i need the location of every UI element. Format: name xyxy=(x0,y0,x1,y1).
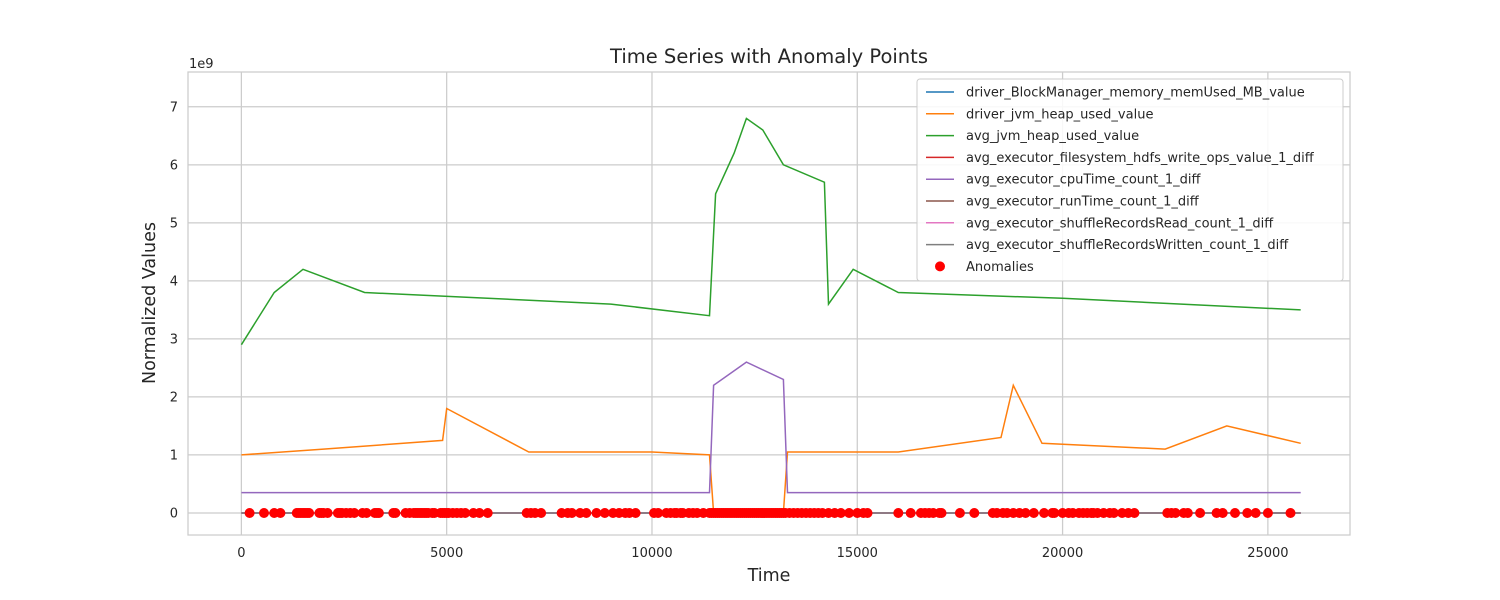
anomaly-point xyxy=(591,508,602,518)
legend: driver_BlockManager_memory_memUsed_MB_va… xyxy=(916,78,1344,282)
anomaly-point xyxy=(1170,508,1181,518)
anomaly-point xyxy=(244,508,255,518)
x-tick-label: 15000 xyxy=(837,546,878,561)
anomaly-point xyxy=(1262,508,1273,518)
anomaly-point xyxy=(969,508,980,518)
anomaly-point xyxy=(1020,508,1031,518)
legend-label: avg_jvm_heap_used_value xyxy=(966,129,1139,144)
anomaly-point xyxy=(1182,508,1193,518)
anomaly-point xyxy=(474,508,485,518)
anomaly-point xyxy=(862,508,873,518)
anomaly-point xyxy=(1230,508,1240,518)
anomaly-point xyxy=(1039,508,1050,518)
anomaly-point xyxy=(893,508,904,518)
anomaly-point xyxy=(630,508,641,518)
legend-label: driver_BlockManager_memory_memUsed_MB_va… xyxy=(966,86,1305,101)
x-tick-label: 0 xyxy=(237,546,245,561)
series-line-2 xyxy=(240,117,1301,346)
y-tick-label: 6 xyxy=(170,158,178,173)
anomaly-point xyxy=(599,508,610,518)
x-tick-label: 10000 xyxy=(631,546,672,561)
anomaly-point xyxy=(905,508,916,518)
y-tick-label: 4 xyxy=(170,274,178,289)
anomaly-point xyxy=(1250,508,1261,518)
anomaly-point xyxy=(322,508,333,518)
y-axis-label: Normalized Values xyxy=(140,222,160,384)
plot-frame xyxy=(187,71,1351,536)
chart-title: Time Series with Anomaly Points xyxy=(609,45,928,68)
anomaly-point xyxy=(1129,508,1140,518)
legend-label: avg_executor_runTime_count_1_diff xyxy=(966,195,1200,210)
y-tick-label: 2 xyxy=(170,390,178,405)
y-offset-label: 1e9 xyxy=(189,57,214,72)
x-tick-labels: 0 5000 10000 15000 20000 25000 xyxy=(237,546,1288,561)
anomaly-point xyxy=(1242,508,1253,518)
anomaly-point xyxy=(390,508,401,518)
anomaly-point xyxy=(460,508,471,518)
y-tick-labels: 0 1 2 3 4 5 6 7 xyxy=(170,100,178,521)
x-axis-label: Time xyxy=(747,566,791,586)
anomaly-point xyxy=(304,508,315,518)
anomaly-point xyxy=(1285,508,1296,518)
anomaly-point xyxy=(259,508,269,518)
x-tick-label: 20000 xyxy=(1042,546,1083,561)
legend-box xyxy=(916,78,1344,282)
anomaly-point xyxy=(581,508,592,518)
legend-label: avg_executor_cpuTime_count_1_diff xyxy=(966,173,1202,188)
anomaly-point xyxy=(1108,508,1119,518)
anomaly-point xyxy=(482,508,493,518)
anomaly-point xyxy=(536,508,547,518)
anomaly-layer xyxy=(244,508,1296,518)
anomaly-point xyxy=(653,508,664,518)
anomaly-point xyxy=(954,508,965,518)
anomaly-point xyxy=(566,508,577,518)
anomaly-point xyxy=(936,508,947,518)
y-tick-label: 0 xyxy=(170,506,178,521)
x-tick-label: 25000 xyxy=(1247,546,1288,561)
anomaly-point xyxy=(835,508,846,518)
anomaly-point xyxy=(1049,508,1060,518)
y-tick-label: 5 xyxy=(170,216,178,231)
anomaly-point xyxy=(844,508,855,518)
legend-label: avg_executor_shuffleRecordsWritten_count… xyxy=(966,238,1289,253)
y-tick-label: 1 xyxy=(170,448,178,463)
y-tick-label: 7 xyxy=(170,100,178,115)
legend-swatch-anomaly xyxy=(935,261,945,272)
anomaly-point xyxy=(275,508,286,518)
x-tick-label: 5000 xyxy=(430,546,463,561)
legend-label-anomaly: Anomalies xyxy=(966,260,1034,275)
anomaly-point xyxy=(349,508,360,518)
legend-label: avg_executor_shuffleRecordsRead_count_1_… xyxy=(966,216,1274,231)
anomaly-point xyxy=(361,508,372,518)
legend-label: driver_jvm_heap_used_value xyxy=(966,107,1153,122)
series-line-4 xyxy=(241,361,1301,494)
anomaly-point xyxy=(1195,508,1206,518)
anomaly-point xyxy=(1028,508,1039,518)
y-tick-label: 3 xyxy=(170,332,178,347)
anomaly-point xyxy=(1217,508,1228,518)
anomaly-point xyxy=(373,508,384,518)
legend-label: avg_executor_filesystem_hdfs_write_ops_v… xyxy=(966,151,1315,166)
